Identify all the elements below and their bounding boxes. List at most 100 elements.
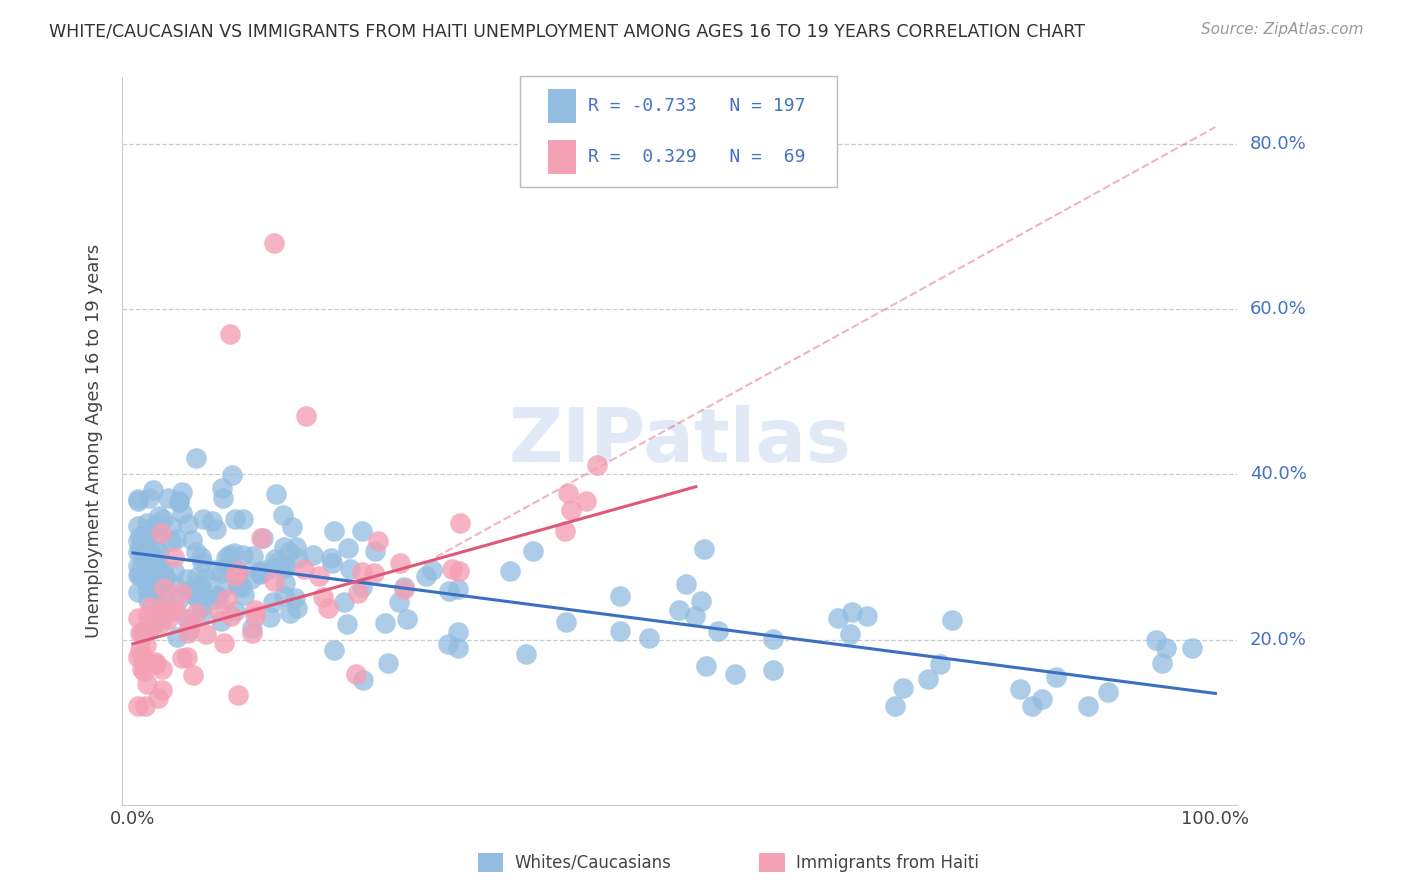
Point [146,558,169,572]
Point [274,560,297,574]
Point [127,493,149,508]
Point [322,643,344,657]
Point [285,540,308,554]
Point [136,609,159,624]
Text: R =  0.329   N =  69: R = 0.329 N = 69 [588,148,806,166]
Point [204,564,226,578]
Point [219,326,242,341]
Point [160,518,183,533]
Point [841,605,863,619]
Point [136,582,159,597]
Point [917,672,939,686]
Point [131,530,153,544]
Point [142,549,165,564]
Point [336,617,359,632]
Point [149,525,172,540]
Point [609,589,631,603]
Text: Source: ZipAtlas.com: Source: ZipAtlas.com [1201,22,1364,37]
Point [191,607,214,621]
Point [336,541,359,555]
Point [259,610,281,624]
Point [269,559,291,574]
Point [554,524,576,538]
Point [321,551,343,566]
Point [136,593,159,607]
Point [165,604,187,618]
Point [263,574,285,589]
Point [243,602,266,616]
Point [148,544,170,558]
Point [155,570,177,584]
Point [135,638,157,652]
Point [153,599,176,613]
Point [184,451,207,466]
Point [344,666,367,681]
Point [232,512,254,526]
Point [177,516,200,531]
Point [208,590,231,604]
Point [128,566,150,581]
Point [232,548,254,562]
Point [181,668,204,682]
Point [191,511,214,525]
Point [446,582,468,597]
Point [167,592,190,607]
Point [211,581,233,595]
Point [240,572,263,586]
Point [447,564,470,578]
Point [129,626,152,640]
Point [243,609,266,624]
Point [221,468,243,483]
Point [1097,684,1119,698]
Point [224,604,246,618]
Point [231,580,253,594]
Point [440,562,463,576]
Point [138,621,160,635]
Point [150,683,173,698]
Point [150,615,173,630]
Point [146,526,169,541]
Point [145,567,167,582]
Point [1144,633,1167,648]
Point [142,618,165,632]
Point [262,595,284,609]
Point [242,549,264,563]
Point [575,494,598,508]
Point [127,649,149,664]
Point [128,541,150,555]
Point [292,562,315,576]
Point [499,564,522,578]
Point [249,531,271,545]
Point [374,615,396,630]
Point [308,568,330,582]
Point [136,531,159,545]
Point [186,582,208,597]
Point [287,551,309,566]
Point [131,545,153,559]
Point [1152,657,1174,671]
Point [284,591,307,605]
Point [201,514,224,528]
Point [131,558,153,573]
Point [142,483,165,497]
Point [1077,698,1099,713]
Point [515,648,537,662]
Text: Whites/Caucasians: Whites/Caucasians [515,854,672,871]
Point [522,544,544,558]
Point [838,627,860,641]
Point [176,612,198,626]
Point [145,587,167,601]
Text: ZIPatlas: ZIPatlas [508,405,851,478]
Point [136,516,159,530]
Text: 40.0%: 40.0% [1250,466,1308,483]
Text: Immigrants from Haiti: Immigrants from Haiti [796,854,979,871]
Point [163,577,186,591]
Point [163,565,186,579]
Point [263,235,285,250]
Point [131,624,153,639]
Point [209,614,232,628]
Point [163,602,186,616]
Point [346,585,368,599]
Point [1045,670,1067,684]
Point [166,532,188,546]
